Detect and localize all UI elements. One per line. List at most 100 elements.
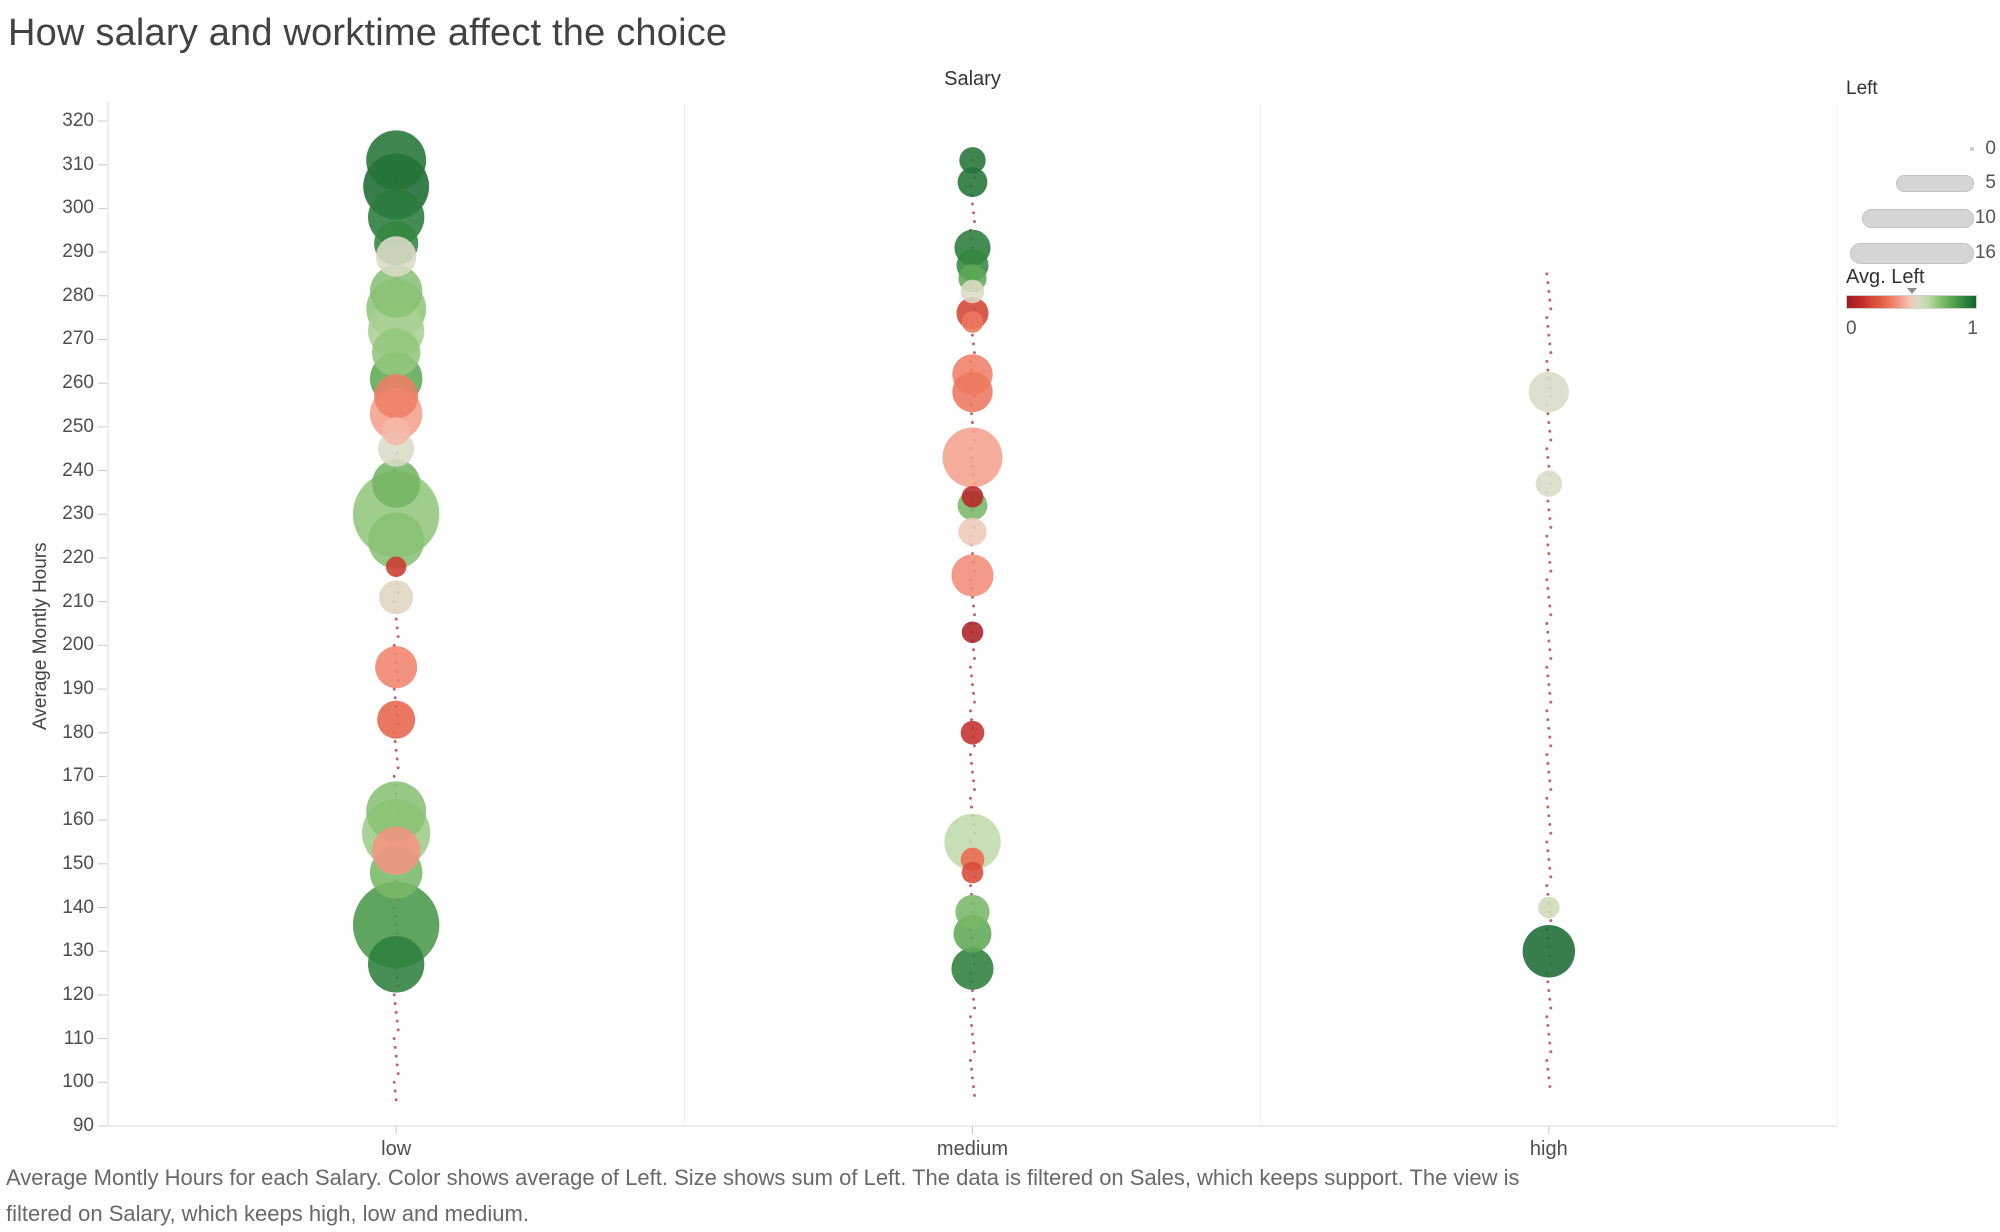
dot-mark-medium: [970, 412, 973, 416]
dot-mark-low: [395, 1019, 399, 1023]
dot-mark-low: [392, 993, 396, 997]
bubble-medium-216[interactable]: [951, 554, 994, 597]
dot-mark-high: [1548, 1041, 1552, 1045]
dot-mark-medium: [969, 1015, 972, 1019]
dot-mark-medium: [971, 333, 974, 337]
dot-mark-medium: [971, 552, 974, 556]
bubble-high-130[interactable]: [1522, 924, 1576, 978]
dot-mark-high: [1545, 1015, 1549, 1019]
dot-mark-high: [1545, 447, 1549, 451]
bubble-low-281[interactable]: [369, 265, 423, 318]
bubble-medium-226[interactable]: [958, 517, 987, 546]
bubble-medium-139[interactable]: [955, 894, 990, 929]
bubble-medium-155[interactable]: [944, 813, 1001, 871]
dot-mark-high: [1546, 368, 1550, 372]
page-title: How salary and worktime affect the choic…: [8, 12, 728, 54]
x-category-label-high[interactable]: high: [1529, 1138, 1568, 1160]
dot-mark-medium: [972, 691, 975, 695]
bubble-high-258[interactable]: [1528, 371, 1570, 413]
dot-mark-high: [1545, 578, 1549, 582]
bubble-low-237[interactable]: [372, 459, 421, 508]
bubble-low-183[interactable]: [377, 700, 416, 739]
bubble-low-211[interactable]: [379, 580, 414, 615]
bubble-medium-148[interactable]: [961, 861, 984, 884]
dot-mark-high: [1547, 552, 1551, 556]
size-legend-item-10[interactable]: 10: [1846, 203, 1998, 233]
dot-mark-high: [1549, 700, 1553, 704]
bubble-low-267[interactable]: [372, 328, 421, 377]
dot-mark-low: [396, 635, 400, 639]
dot-mark-high: [1548, 1085, 1552, 1089]
dot-mark-high: [1547, 814, 1551, 818]
size-legend-label-0: 0: [1985, 138, 1996, 159]
y-tick-label-320: 320: [62, 110, 94, 131]
bubble-medium-306[interactable]: [957, 167, 988, 198]
bubble-medium-234[interactable]: [961, 485, 984, 508]
bubble-medium-311[interactable]: [959, 147, 986, 174]
dot-mark-high: [1549, 1006, 1553, 1010]
bubble-low-289[interactable]: [375, 236, 417, 277]
size-legend: Left 0 5 10 16: [1846, 78, 1998, 264]
bubble-medium-180[interactable]: [960, 720, 985, 745]
dot-mark-high: [1547, 770, 1551, 774]
dot-mark-high: [1549, 744, 1553, 748]
color-legend-max-label: 1: [1967, 318, 1978, 339]
y-tick-label-140: 140: [62, 896, 94, 918]
dot-mark-low: [392, 643, 396, 647]
bubble-low-257[interactable]: [374, 374, 419, 419]
dot-mark-medium: [970, 674, 973, 678]
dot-mark-medium: [972, 1085, 975, 1089]
color-legend-gradient[interactable]: [1846, 295, 1977, 309]
bubble-high-140[interactable]: [1538, 896, 1560, 919]
y-tick-label-120: 120: [62, 983, 94, 1005]
bubble-medium-258[interactable]: [952, 371, 993, 413]
bubble-medium-126[interactable]: [951, 947, 994, 990]
y-tick-label-260: 260: [62, 372, 94, 394]
y-tick-label-280: 280: [62, 284, 94, 306]
size-legend-circle-0: [1970, 147, 1974, 151]
size-legend-item-5[interactable]: 5: [1846, 168, 1998, 198]
bubble-low-224[interactable]: [368, 512, 425, 569]
dot-mark-high: [1547, 333, 1551, 337]
bubble-high-237[interactable]: [1535, 470, 1563, 497]
dot-mark-high: [1548, 604, 1552, 608]
bubble-low-153[interactable]: [372, 826, 421, 875]
bubble-medium-281[interactable]: [960, 279, 985, 304]
bubble-medium-203[interactable]: [961, 621, 984, 644]
size-legend-item-16[interactable]: 16: [1846, 238, 1998, 268]
bubble-low-127[interactable]: [368, 936, 425, 993]
dot-mark-low: [395, 626, 399, 630]
dot-mark-medium: [971, 202, 974, 206]
dot-mark-high: [1545, 884, 1549, 888]
dot-mark-high: [1547, 1032, 1551, 1036]
bubble-medium-243[interactable]: [942, 427, 1003, 488]
dot-mark-high: [1546, 718, 1550, 722]
color-legend-min-label: 0: [1846, 318, 1857, 339]
y-tick-label-90: 90: [72, 1115, 94, 1136]
dot-mark-medium: [972, 779, 975, 783]
bubble-medium-274[interactable]: [961, 311, 984, 333]
dot-mark-high: [1548, 823, 1552, 826]
x-category-label-medium[interactable]: medium: [936, 1138, 1009, 1160]
dot-mark-high: [1547, 464, 1551, 468]
dot-mark-high: [1545, 534, 1549, 538]
dot-mark-high: [1548, 866, 1552, 870]
bubble-low-249[interactable]: [382, 417, 411, 446]
dot-mark-medium: [969, 1058, 972, 1062]
dot-mark-high: [1546, 630, 1550, 634]
bubble-low-195[interactable]: [375, 646, 418, 689]
dot-mark-high: [1549, 875, 1553, 879]
bubble-low-162[interactable]: [366, 781, 427, 842]
size-legend-item-0[interactable]: 0: [1846, 134, 1998, 164]
dot-mark-low: [395, 757, 399, 761]
dot-mark-medium: [971, 1032, 974, 1036]
dot-mark-low: [393, 1002, 397, 1006]
y-tick-label-160: 160: [62, 809, 94, 831]
bubble-low-311[interactable]: [366, 130, 427, 191]
dot-mark-medium: [969, 796, 972, 800]
y-tick-label-200: 200: [62, 634, 94, 656]
dot-mark-medium: [970, 761, 973, 765]
bubble-low-218[interactable]: [385, 556, 407, 577]
x-category-label-low[interactable]: low: [381, 1138, 412, 1160]
